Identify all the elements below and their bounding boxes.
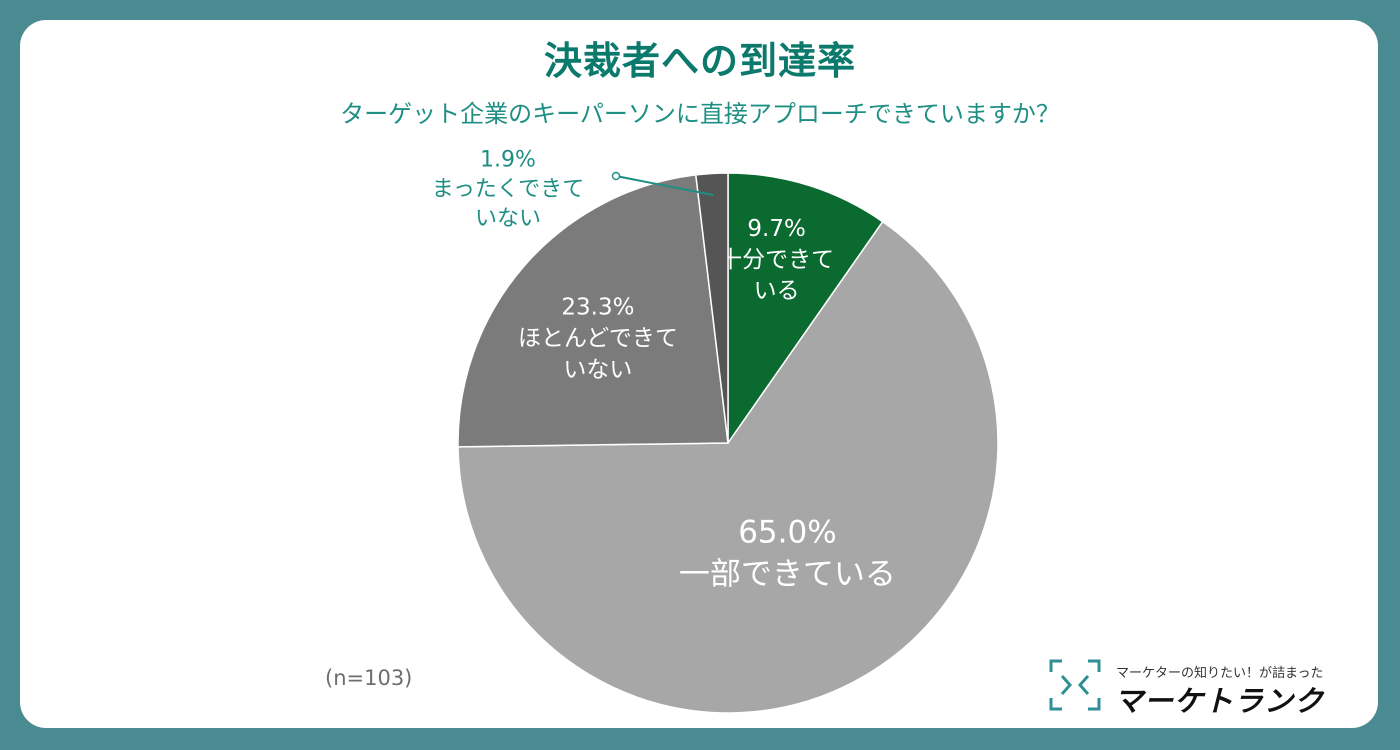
marketrank-logo-icon <box>1049 659 1101 711</box>
slice-value-label: 9.7% <box>747 216 805 242</box>
logo-name: マーケトランク <box>1114 684 1325 718</box>
leader-dot <box>611 171 621 181</box>
slice-category-label: 十分できて <box>719 247 834 273</box>
slice-category-label: まったくできて <box>432 177 584 202</box>
leader-line <box>615 175 714 197</box>
chart-subtitle: ターゲット企業のキーパーソンに直接アプローチできていますか？ <box>340 100 1060 128</box>
slice-category-label: ほとんどできて <box>518 326 678 352</box>
chart-title: 決裁者への到達率 <box>543 39 856 83</box>
slice-value-label: 23.3% <box>561 295 634 321</box>
logo-tagline: マーケターの知りたい！が詰まった <box>1116 666 1324 681</box>
slice-category-label: いない <box>563 357 632 383</box>
slice-category-label: いる <box>754 278 800 304</box>
pie-slice <box>694 172 729 444</box>
slice-category-label: いない <box>475 207 541 232</box>
slice-category-label: 一部できている <box>679 557 896 593</box>
pie-slice <box>457 174 729 448</box>
slice-value-label: 65.0% <box>738 515 836 551</box>
pie-slice <box>727 172 884 446</box>
sample-size-note: (n=103) <box>325 666 413 690</box>
pie-slice <box>457 220 999 714</box>
slice-value-label: 1.9% <box>480 147 536 172</box>
